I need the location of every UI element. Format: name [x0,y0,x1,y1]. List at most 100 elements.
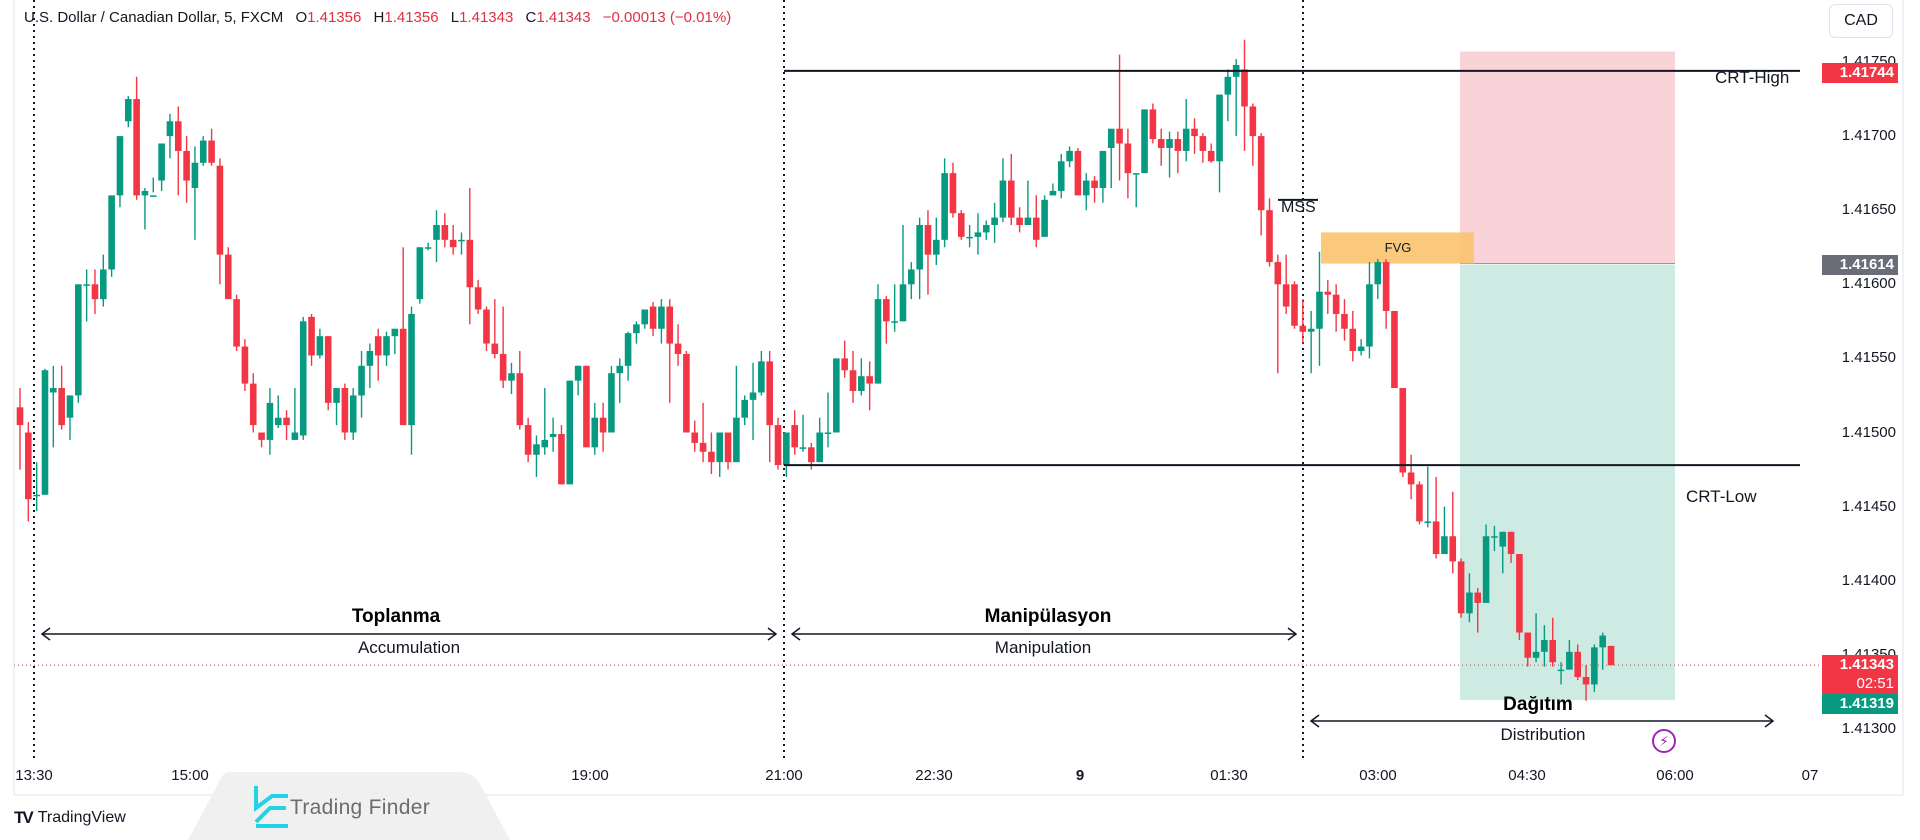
candle-body [533,444,540,455]
candle-body [783,432,790,466]
symbol-title: U.S. Dollar / Canadian Dollar, 5, FXCM [24,9,284,26]
candle-body [524,425,532,455]
manipulation-subtitle: Manipulation [994,638,1092,657]
candle-body [566,380,574,485]
candle-body [908,269,915,285]
candle-body [283,417,290,426]
candle-body [474,287,482,310]
accumulation-arrow-left-head-icon [40,627,51,641]
candle-body [1191,128,1198,137]
candle-body [1316,291,1323,329]
candle-body [366,350,374,366]
candle-body [1324,291,1332,295]
distribution-title: Dağıtım [1503,694,1573,715]
accumulation-title: Toplanma [351,606,441,627]
candle-body [1424,521,1432,523]
candle-body [1091,180,1098,188]
candle-body [1599,635,1606,648]
candle-body [541,439,549,448]
candle-body [316,336,324,356]
candle-body [249,383,257,426]
candle-body [808,447,815,463]
time-tick-03:00: 03:00 [1359,767,1397,784]
candle-body [982,225,990,233]
price-tick-1.41600: 1.41600 [1841,275,1896,293]
candle-body [41,370,49,495]
candle-body [1049,190,1057,196]
candle-body [708,451,715,463]
candle-body [591,417,599,448]
candle-body [358,365,365,396]
time-tick-01:30: 01:30 [1210,767,1248,784]
candle-body [216,165,224,255]
candle-body [574,365,582,381]
candle-body [683,353,690,433]
candle-body [699,442,707,452]
candle-body [1216,94,1223,162]
candle-body [1274,262,1282,285]
tradingview-logo[interactable]: TV TradingView [14,808,126,828]
candle-body [1449,536,1457,562]
time-tick-9: 9 [1075,767,1085,784]
candle-body [1174,139,1182,151]
candle-body [858,376,865,392]
candle-body [116,136,124,196]
candle-body [1582,677,1590,685]
candle-body [258,432,265,440]
candle-body [1149,109,1157,140]
time-tick-07: 07 [1801,767,1819,784]
trading-finder-logo-icon [254,786,288,828]
accumulation-subtitle: Accumulation [357,638,461,657]
candle-body [1541,639,1548,652]
candle-body [1341,313,1348,329]
price-tick-1.41550: 1.41550 [1841,349,1896,367]
candle-body [1349,328,1357,351]
candle-body [166,121,174,137]
candle-body [516,373,524,426]
candle-body [833,358,840,433]
candle-body [1366,284,1373,347]
candle-body [1182,128,1190,151]
candle-body [58,388,65,426]
low-label: L [450,9,460,26]
lightning-icon[interactable]: ⚡ [1652,729,1676,753]
candle-body [933,239,940,255]
candle-body [758,361,765,393]
candle-body [583,365,590,448]
watermark-text: Trading Finder [290,796,430,819]
close-label: C [525,9,537,26]
candle-body [483,309,490,344]
last-price-value: 1.41343 [1839,656,1894,673]
candle-body [1491,536,1498,538]
candle-body [191,162,199,188]
candle-body [233,299,240,347]
crt-high-price-tag: 1.41744 [1822,63,1898,83]
time-tick-04:30: 04:30 [1508,767,1546,784]
candle-body [816,432,823,463]
candle-body [1499,531,1507,547]
currency-button[interactable]: CAD [1829,4,1893,38]
distribution-arrow-left-head-icon [1309,714,1320,728]
candle-body [1607,645,1615,666]
candle-body [1432,521,1440,555]
candle-body [658,306,665,329]
candle-body [1257,136,1265,211]
time-tick-15:00: 15:00 [171,767,209,784]
candle-body [666,306,674,344]
candle-body [224,254,232,300]
candle-body [1007,180,1015,218]
candle-body [1207,150,1215,162]
candle-body [499,353,507,381]
candle-body [324,336,332,403]
candle-body [608,373,615,433]
candle-body [1307,328,1315,332]
candle-body [50,388,57,393]
open-value: 1.41356 [307,9,362,26]
candle-body [824,432,832,434]
candle-body [33,494,40,497]
stop-loss-zone [1460,51,1675,264]
candle-body [766,361,773,426]
candle-body [291,432,299,440]
